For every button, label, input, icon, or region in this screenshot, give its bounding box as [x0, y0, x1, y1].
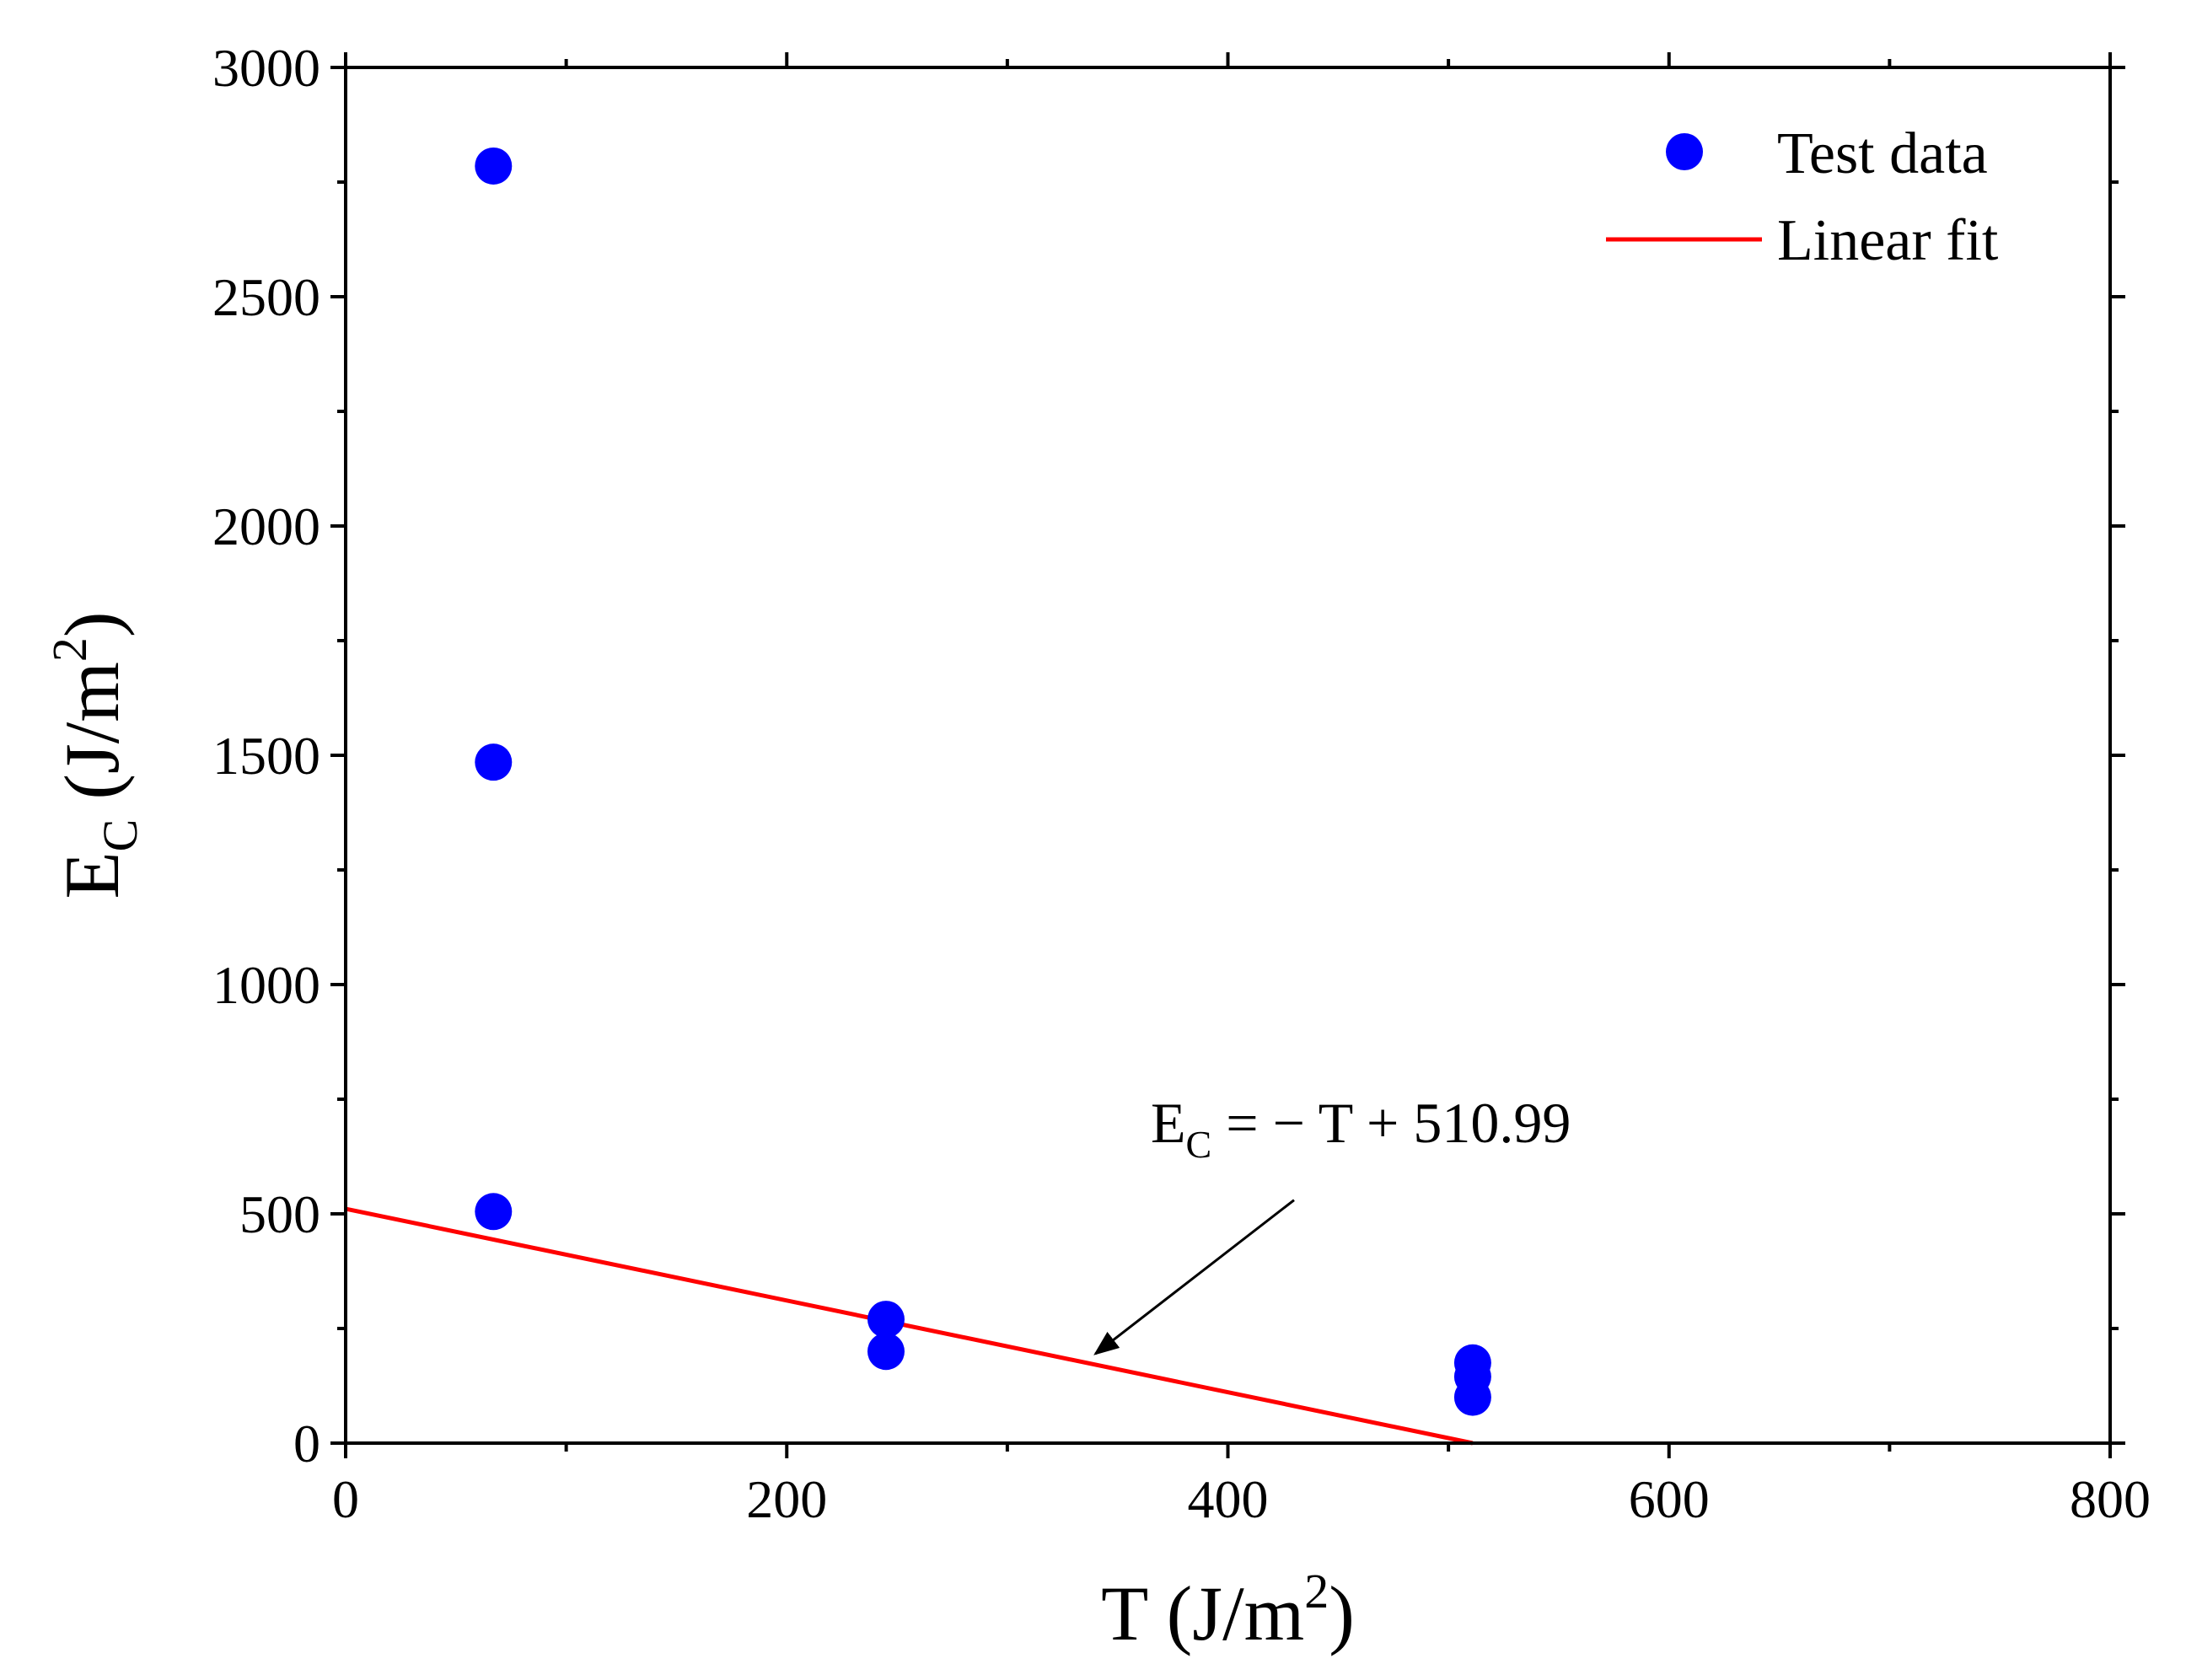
legend-marker-test-data: [1666, 133, 1703, 170]
x-tick-label-600: 600: [1629, 1469, 1710, 1529]
data-points-layer: [475, 147, 1491, 1416]
x-tick-label-200: 200: [746, 1469, 827, 1529]
x-tick-label-0: 0: [332, 1469, 359, 1529]
y-tick-label-3000: 3000: [212, 38, 320, 98]
x-tick-label-800: 800: [2070, 1469, 2151, 1529]
y-axis-title-sub: C: [93, 819, 148, 852]
y-axis-title: EC (J/m2): [42, 611, 148, 899]
legend: Test data Linear fit: [1606, 121, 1999, 273]
linear-fit-line: [345, 1206, 1474, 1446]
x-axis-title-sup: 2: [1304, 1564, 1329, 1618]
fit-equation-lhs: E: [1151, 1091, 1186, 1155]
x-axis-title: T (J/m2): [1101, 1564, 1355, 1656]
data-point-3: [867, 1301, 905, 1339]
data-point-1: [475, 743, 513, 781]
legend-label-linear-fit: Linear fit: [1777, 208, 1999, 273]
y-axis-title-sup: 2: [42, 637, 97, 662]
y-tick-label-2000: 2000: [212, 496, 320, 556]
fit-equation-rhs: = − T + 510.99: [1211, 1091, 1571, 1155]
data-point-4: [867, 1333, 905, 1371]
y-tick-label-2500: 2500: [212, 267, 320, 327]
y-axis-title-mid: (J/m: [49, 662, 135, 819]
x-axis-title-close: ): [1329, 1570, 1355, 1656]
x-tick-label-400: 400: [1188, 1469, 1269, 1529]
data-point-2: [475, 1193, 513, 1231]
annotation-arrow: [1093, 1199, 1295, 1355]
fit-equation-annotation: EC = − T + 510.99: [1093, 1091, 1571, 1355]
y-axis-title-close: ): [49, 611, 135, 637]
y-tick-label-500: 500: [239, 1184, 320, 1244]
y-tick-label-1000: 1000: [212, 955, 320, 1015]
data-point-7: [1453, 1378, 1491, 1416]
x-axis-title-main: T (J/m: [1101, 1570, 1304, 1656]
data-point-0: [475, 147, 513, 185]
y-axis-title-main: E: [49, 851, 135, 899]
y-tick-label-0: 0: [293, 1414, 320, 1473]
y-tick-label-1500: 1500: [212, 726, 320, 786]
fit-line-layer: [345, 1206, 1474, 1446]
fit-equation-lhs-sub: C: [1186, 1123, 1212, 1166]
legend-label-test-data: Test data: [1777, 121, 1988, 186]
plot-frame: [344, 66, 2112, 1445]
tick-labels: 0 200 400 600 800 0 500 1000 1500 2000 2500 3000: [212, 38, 2151, 1529]
fit-equation-text: EC = − T + 510.99: [1151, 1091, 1571, 1166]
